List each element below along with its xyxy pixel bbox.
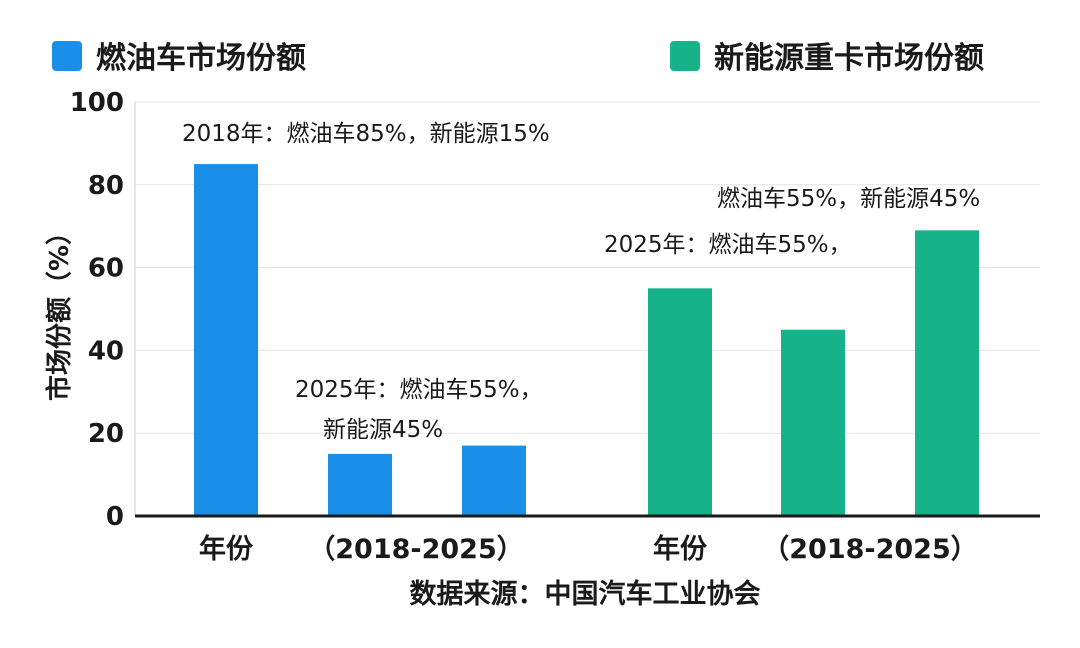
x-category-label: 年份: [199, 533, 253, 565]
gridlines: [134, 101, 1040, 516]
x-axis-labels: 年份 （2018-2025） 年份 （2018-2025）: [199, 533, 978, 565]
y-tick-label: 20: [88, 419, 124, 449]
bar: [648, 288, 712, 516]
annotation-text: 2025年：燃油车55%，: [604, 232, 852, 258]
y-tick-label: 40: [88, 336, 124, 366]
legend-label-nev: 新能源重卡市场份额: [714, 41, 984, 76]
y-tick-label: 60: [88, 254, 124, 284]
source-note: 数据来源：中国汽车工业协会: [410, 578, 761, 610]
x-category-label: 年份: [653, 533, 707, 565]
x-category-label: （2018-2025）: [762, 534, 978, 565]
bars: [194, 164, 979, 516]
legend-label-fuel: 燃油车市场份额: [96, 41, 306, 76]
y-tick-label: 80: [88, 171, 124, 201]
y-tick-label: 0: [106, 502, 124, 532]
x-category-label: （2018-2025）: [308, 534, 524, 565]
bar: [781, 329, 845, 516]
y-axis-label: 市场份额（%）: [44, 219, 75, 401]
annotation-text: 燃油车55%，新能源45%: [717, 186, 980, 212]
legend-swatch-fuel: [52, 41, 82, 71]
bar: [194, 164, 258, 516]
legend: 燃油车市场份额 新能源重卡市场份额: [52, 41, 984, 76]
annotations: 2018年：燃油车85%，新能源15% 2025年：燃油车55%， 新能源45% 燃油…: [182, 121, 980, 443]
y-tick-label: 100: [70, 88, 124, 118]
annotation-text: 2025年：燃油车55%，: [295, 377, 543, 403]
legend-swatch-nev: [670, 41, 700, 71]
bar: [328, 453, 392, 516]
y-axis-ticks: 0 20 40 60 80 100: [70, 88, 124, 532]
bar: [915, 230, 979, 516]
annotation-text: 新能源45%: [323, 417, 443, 443]
annotation-text: 2018年：燃油车85%，新能源15%: [182, 121, 550, 147]
bar: [462, 445, 526, 516]
